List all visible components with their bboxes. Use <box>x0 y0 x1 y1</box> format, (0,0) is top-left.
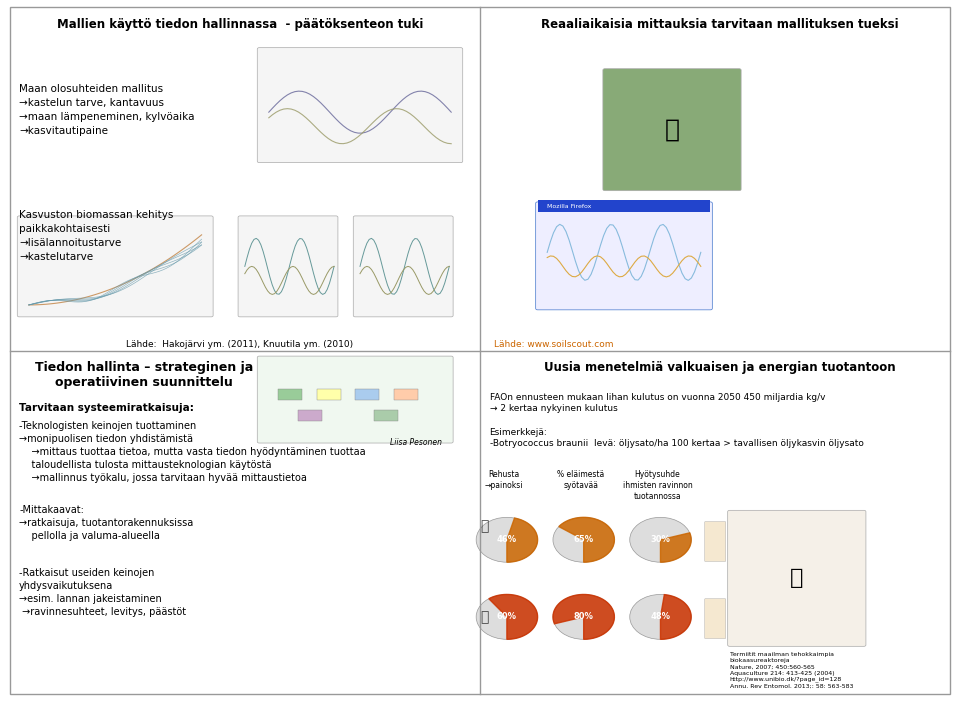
Polygon shape <box>489 594 538 639</box>
Circle shape <box>476 594 538 639</box>
Bar <box>374 410 398 421</box>
FancyBboxPatch shape <box>353 216 453 317</box>
Text: 60%: 60% <box>497 613 516 621</box>
Text: Lähde: www.soilscout.com: Lähde: www.soilscout.com <box>494 340 613 349</box>
Text: 48%: 48% <box>651 613 670 621</box>
Text: % eläimestä
syötavää: % eläimestä syötavää <box>557 470 605 490</box>
Text: Hyötysuhde
ihmisten ravinnon
tuotannossa: Hyötysuhde ihmisten ravinnon tuotannossa <box>623 470 692 501</box>
Text: 30%: 30% <box>651 536 670 544</box>
Text: Uusia menetelmiä valkuaisen ja energian tuotantoon: Uusia menetelmiä valkuaisen ja energian … <box>544 361 896 374</box>
Text: Liisa Pesonen: Liisa Pesonen <box>390 438 442 447</box>
Polygon shape <box>553 594 614 639</box>
Polygon shape <box>660 594 691 639</box>
Circle shape <box>553 594 614 639</box>
Text: -Ratkaisut useiden keinojen
yhdysvaikutuksena
→esim. lannan jakeistaminen
 →ravi: -Ratkaisut useiden keinojen yhdysvaikutu… <box>19 568 186 618</box>
Circle shape <box>476 517 538 562</box>
FancyBboxPatch shape <box>257 48 463 163</box>
Text: 🐛: 🐛 <box>790 569 804 588</box>
FancyBboxPatch shape <box>238 216 338 317</box>
Text: 65%: 65% <box>574 536 593 544</box>
Text: 46%: 46% <box>497 536 516 544</box>
Text: 📷: 📷 <box>664 118 680 142</box>
Bar <box>298 410 322 421</box>
Text: Kasvuston biomassan kehitys
paikkakohtaisesti
→lisälannoitustarve
→kastelutarve: Kasvuston biomassan kehitys paikkakohtai… <box>19 210 174 262</box>
FancyBboxPatch shape <box>257 356 453 443</box>
Text: Esimerkkejä:
-Botryococcus braunii  levä: öljysato/ha 100 kertaa > tavallisen öl: Esimerkkejä: -Botryococcus braunii levä:… <box>490 428 863 449</box>
FancyBboxPatch shape <box>705 522 726 562</box>
Text: Tiedon hallinta – strateginen ja
operatiivinen suunnittelu: Tiedon hallinta – strateginen ja operati… <box>35 361 253 389</box>
Circle shape <box>630 517 691 562</box>
FancyBboxPatch shape <box>728 510 866 646</box>
FancyBboxPatch shape <box>17 216 213 317</box>
Text: Lähde:  Hakojärvi ym. (2011), Knuutila ym. (2010): Lähde: Hakojärvi ym. (2011), Knuutila ym… <box>127 340 353 349</box>
Bar <box>538 200 710 212</box>
Text: Mallien käyttö tiedon hallinnassa  - päätöksenteon tuki: Mallien käyttö tiedon hallinnassa - päät… <box>57 18 423 31</box>
Text: -Teknologisten keinojen tuottaminen
→monipuolisen tiedon yhdistämistä
    →mitta: -Teknologisten keinojen tuottaminen →mon… <box>19 421 366 484</box>
Text: Tarvitaan systeemiratkaisuja:: Tarvitaan systeemiratkaisuja: <box>19 403 194 413</box>
FancyBboxPatch shape <box>536 202 712 310</box>
Circle shape <box>553 517 614 562</box>
Text: Rehusta
→painoksi: Rehusta →painoksi <box>485 470 523 490</box>
Text: 🐄: 🐄 <box>481 519 489 533</box>
FancyBboxPatch shape <box>603 69 741 191</box>
Text: Mozilla Firefox: Mozilla Firefox <box>547 203 591 209</box>
Bar <box>394 389 418 400</box>
Text: 🐓: 🐓 <box>481 610 489 624</box>
Text: Termiitit maailman tehokkaimpia
biokaasureaktoreja
Nature, 2007; 450:560-565
Aqu: Termiitit maailman tehokkaimpia biokaasu… <box>730 652 853 688</box>
Polygon shape <box>660 533 691 562</box>
Text: Maan olosuhteiden mallitus
→kastelun tarve, kantavuus
→maan lämpeneminen, kylvöa: Maan olosuhteiden mallitus →kastelun tar… <box>19 84 195 136</box>
Circle shape <box>630 594 691 639</box>
Text: Reaaliaikaisia mittauksia tarvitaan mallituksen tueksi: Reaaliaikaisia mittauksia tarvitaan mall… <box>541 18 899 31</box>
Bar <box>278 389 302 400</box>
Bar <box>317 389 341 400</box>
Polygon shape <box>507 518 538 562</box>
Text: 80%: 80% <box>574 613 593 621</box>
Text: FAOn ennusteen mukaan lihan kulutus on vuonna 2050 450 miljardia kg/v
→ 2 kertaa: FAOn ennusteen mukaan lihan kulutus on v… <box>490 393 825 414</box>
Text: -Mittakaavat:
→ratkaisuja, tuotantorakennuksissa
    pellolla ja valuma-alueella: -Mittakaavat: →ratkaisuja, tuotantoraken… <box>19 505 194 541</box>
Bar <box>355 389 379 400</box>
FancyBboxPatch shape <box>705 599 726 639</box>
Polygon shape <box>559 517 614 562</box>
